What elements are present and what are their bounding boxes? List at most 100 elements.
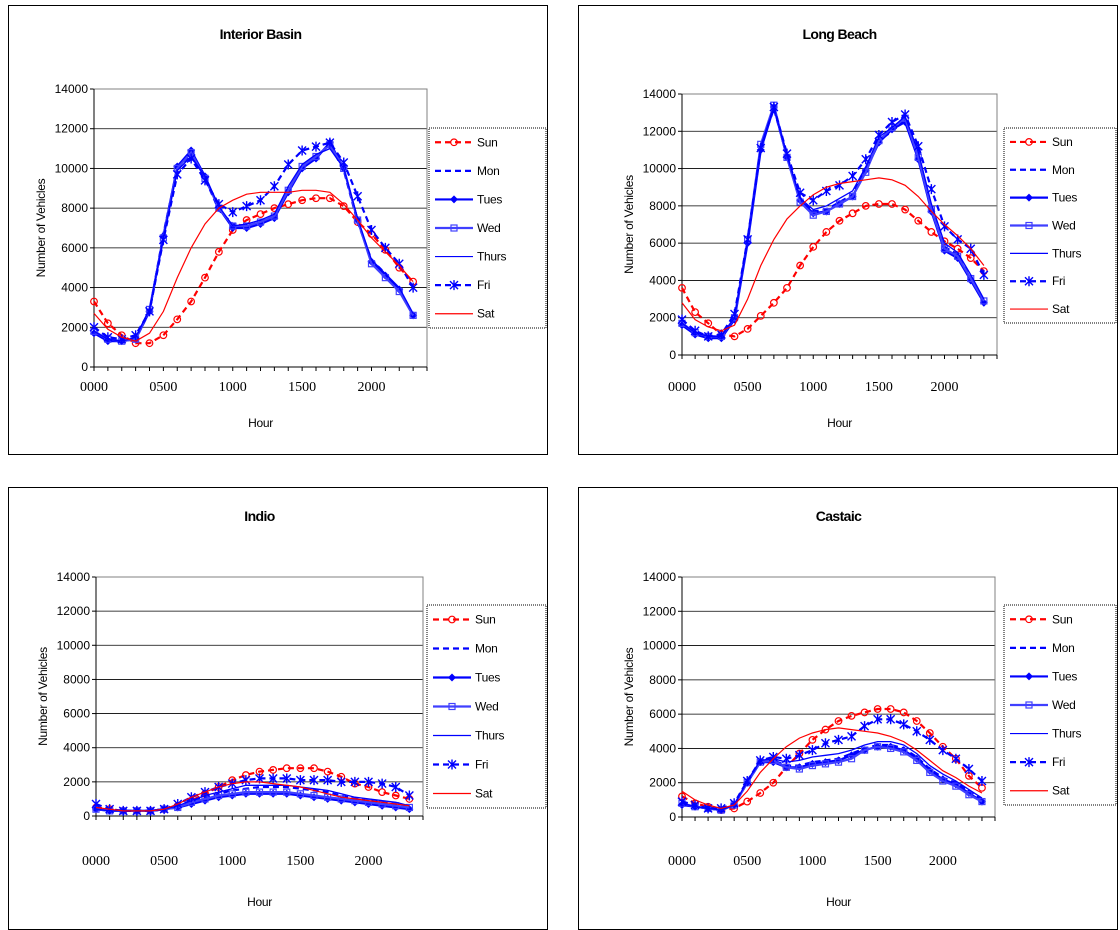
y-tick-label: 8000 xyxy=(649,199,676,213)
data-point xyxy=(448,702,456,711)
series-tues xyxy=(90,138,418,346)
data-point xyxy=(268,773,278,784)
data-point xyxy=(809,242,818,251)
x-tick-label: 0000 xyxy=(80,380,108,395)
x-tick-label: 0500 xyxy=(734,380,762,395)
data-point xyxy=(834,758,843,766)
legend-label: Sun xyxy=(1052,612,1072,626)
x-axis-label: Hour xyxy=(826,895,851,909)
series-sat xyxy=(681,727,983,810)
y-tick-label: 6000 xyxy=(649,707,676,721)
series-line xyxy=(95,767,410,812)
data-point xyxy=(888,200,896,208)
data-point xyxy=(282,764,291,773)
data-point xyxy=(886,714,896,725)
data-point xyxy=(887,744,895,753)
data-point xyxy=(296,764,305,773)
data-point xyxy=(756,789,765,797)
data-point xyxy=(1025,615,1033,624)
data-point xyxy=(364,776,373,787)
legend-label: Sat xyxy=(475,787,493,801)
data-point xyxy=(821,760,830,768)
data-point xyxy=(405,803,413,812)
legend-label: Tues xyxy=(1052,669,1077,683)
data-point xyxy=(173,315,182,324)
data-point xyxy=(834,734,843,745)
data-point xyxy=(912,717,921,725)
chart-svg: Interior Basin 0 2000 4000 6000 8000 10000 1200… xyxy=(34,26,547,430)
data-point xyxy=(448,615,456,624)
data-point xyxy=(298,196,307,205)
data-point xyxy=(979,298,988,307)
data-point xyxy=(336,776,346,787)
data-point xyxy=(243,222,251,230)
series-line xyxy=(681,177,985,332)
data-point xyxy=(89,322,99,333)
data-point xyxy=(678,321,686,330)
data-point xyxy=(312,194,320,203)
data-point xyxy=(242,201,252,212)
data-point xyxy=(381,274,389,282)
data-point xyxy=(131,330,141,341)
data-point xyxy=(847,711,856,720)
y-tick-label: 4000 xyxy=(649,273,676,287)
y-tick-label: 10000 xyxy=(643,639,677,653)
data-point xyxy=(283,159,293,170)
data-point xyxy=(927,228,936,236)
series-wed xyxy=(90,141,417,345)
series-line xyxy=(681,103,985,340)
data-point xyxy=(187,146,196,155)
data-point xyxy=(309,775,319,786)
data-point xyxy=(677,314,687,325)
chart-svg: Indio 0 2000 4000 6000 8000 10000 12000 14000 000… xyxy=(36,508,547,909)
data-point xyxy=(1025,701,1033,709)
series-line xyxy=(681,104,985,338)
data-point xyxy=(755,755,765,766)
data-point xyxy=(1025,138,1033,146)
data-point xyxy=(808,735,817,744)
chart-title: Long Beach xyxy=(802,26,876,42)
data-point xyxy=(201,273,209,282)
data-point xyxy=(914,153,922,161)
y-tick-label: 4000 xyxy=(63,741,90,755)
x-axis-label: Hour xyxy=(248,416,273,430)
x-axis-label: Hour xyxy=(247,895,272,909)
legend-label: Sun xyxy=(475,613,495,627)
data-point xyxy=(886,705,895,713)
legend-label: Wed xyxy=(477,221,501,235)
chart-title: Interior Basin xyxy=(220,26,302,42)
y-tick-label: 12000 xyxy=(57,604,91,618)
data-point xyxy=(172,169,182,180)
data-point xyxy=(808,761,817,770)
chart-title: Indio xyxy=(244,508,274,524)
data-point xyxy=(743,797,752,806)
series-line xyxy=(95,781,410,812)
data-point xyxy=(186,153,196,164)
chart-panel-indio: Indio 0 2000 4000 6000 8000 10000 12000 14000 000… xyxy=(8,487,548,930)
data-point xyxy=(282,773,292,784)
data-point xyxy=(200,175,210,186)
data-point xyxy=(242,788,250,796)
legend-label: Thurs xyxy=(475,729,504,743)
legend-label: Wed xyxy=(1052,698,1076,712)
x-tick-label: 1500 xyxy=(286,854,314,869)
data-point xyxy=(874,200,883,208)
data-point xyxy=(900,748,908,756)
series-fri xyxy=(89,137,418,345)
data-point xyxy=(256,195,265,206)
y-tick-label: 2000 xyxy=(63,775,90,789)
data-point xyxy=(782,148,792,159)
legend-label: Mon xyxy=(1052,163,1074,177)
data-point xyxy=(283,788,291,796)
y-tick-label: 8000 xyxy=(63,672,90,686)
y-tick-label: 10000 xyxy=(57,638,91,652)
data-point xyxy=(926,184,936,195)
y-tick-label: 8000 xyxy=(649,673,676,687)
data-point xyxy=(822,207,830,216)
data-point xyxy=(325,194,334,203)
data-point xyxy=(269,766,278,774)
y-tick-label: 2000 xyxy=(61,320,88,334)
series-line xyxy=(681,727,983,810)
data-point xyxy=(951,753,961,764)
data-point xyxy=(795,187,805,198)
